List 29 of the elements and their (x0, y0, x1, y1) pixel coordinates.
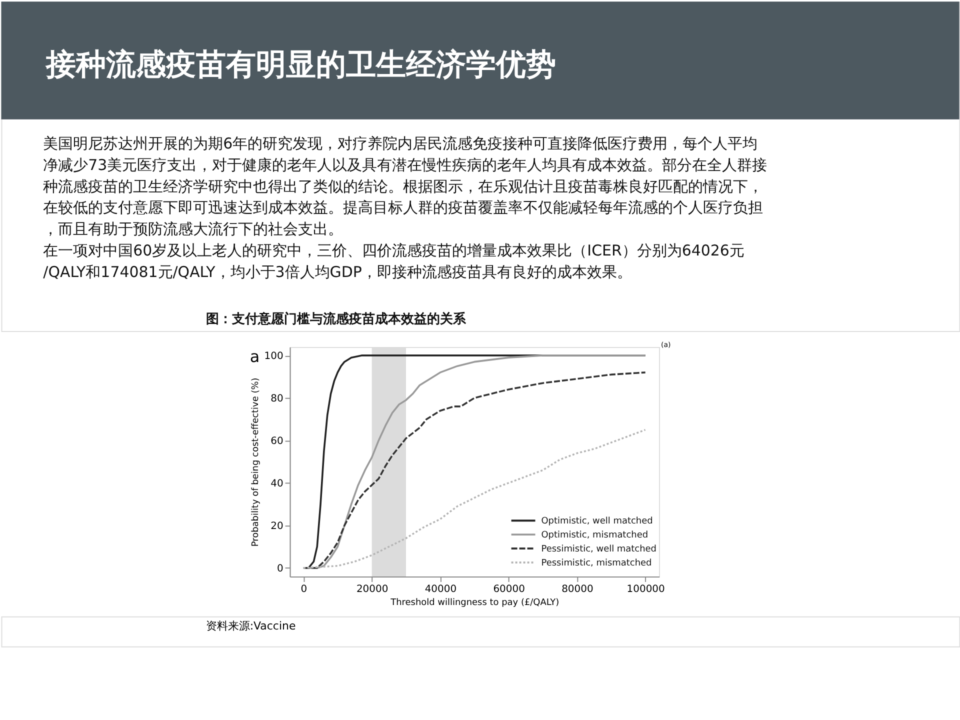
legend-label: Optimistic, well matched (541, 516, 653, 527)
y-tick-label: 40 (270, 478, 284, 490)
legend-label: Pessimistic, well matched (541, 544, 656, 555)
legend-label: Pessimistic, mismatched (541, 558, 652, 568)
text: 美国明尼苏达州开展的为期6年的研究发现，对疗养院内居民流感免疫接种可直接降低医疗费用，每个人平均 (43, 134, 758, 152)
x-tick-label: 0 (300, 584, 308, 595)
text: a (250, 346, 260, 366)
x-tick-label: 40000 (424, 584, 457, 595)
x-tick-label: 100000 (626, 584, 665, 595)
y-tick-label: 0 (276, 563, 284, 574)
x-tick-label: 60000 (493, 584, 525, 595)
chart-title: 接种流感疫苗有明显的卫生经济学优势 (45, 48, 556, 83)
text: 在一项对中国60岁及以上老人的研究中，三价、四价流感疫苗的增量成本效果比（ICER）分别为64026元 (43, 242, 744, 260)
text: 种流感疫苗的卫生经济学研究中也得出了类似的结论。根据图示，在乐观估计且疫苗毒株良好匹配的情况下， (43, 177, 764, 196)
legend-label: Optimistic, mismatched (541, 530, 648, 541)
text: 净减少73美元医疗支出，对于健康的老年人以及具有潜在慢性疾病的老年人均具有成本效益。部分在全人群接 (43, 156, 768, 174)
y-axis-title: Probability of being cost-effective (%) (251, 378, 262, 547)
text: 在较低的支付意愿下即可迅速达到成本效益。提高目标人群的疫苗覆盖率不仅能减轻每年流感的个人医疗负担 (43, 198, 764, 217)
text: ，而且有助于预防流感大流行下的社会支出。 (43, 220, 344, 238)
y-tick-label: 100 (264, 350, 284, 362)
y-tick-label: 80 (270, 393, 284, 404)
x-axis-title: Threshold willingness to pay (£/QALY) (390, 598, 560, 608)
chart-subtitle: 图：支付意愿门槛与流感疫苗成本效益的关系 (206, 311, 467, 327)
text: 资料来源:Vaccine (206, 619, 296, 632)
x-tick-label: 80000 (562, 584, 594, 595)
y-tick-label: 20 (270, 520, 284, 532)
text: /QALY和174081元/QALY，均小于3倍人均GDP，即接种流感疫苗具有良好的成本效果。 (43, 263, 632, 282)
y-tick-label: 60 (270, 436, 284, 447)
x-tick-label: 20000 (356, 584, 388, 595)
